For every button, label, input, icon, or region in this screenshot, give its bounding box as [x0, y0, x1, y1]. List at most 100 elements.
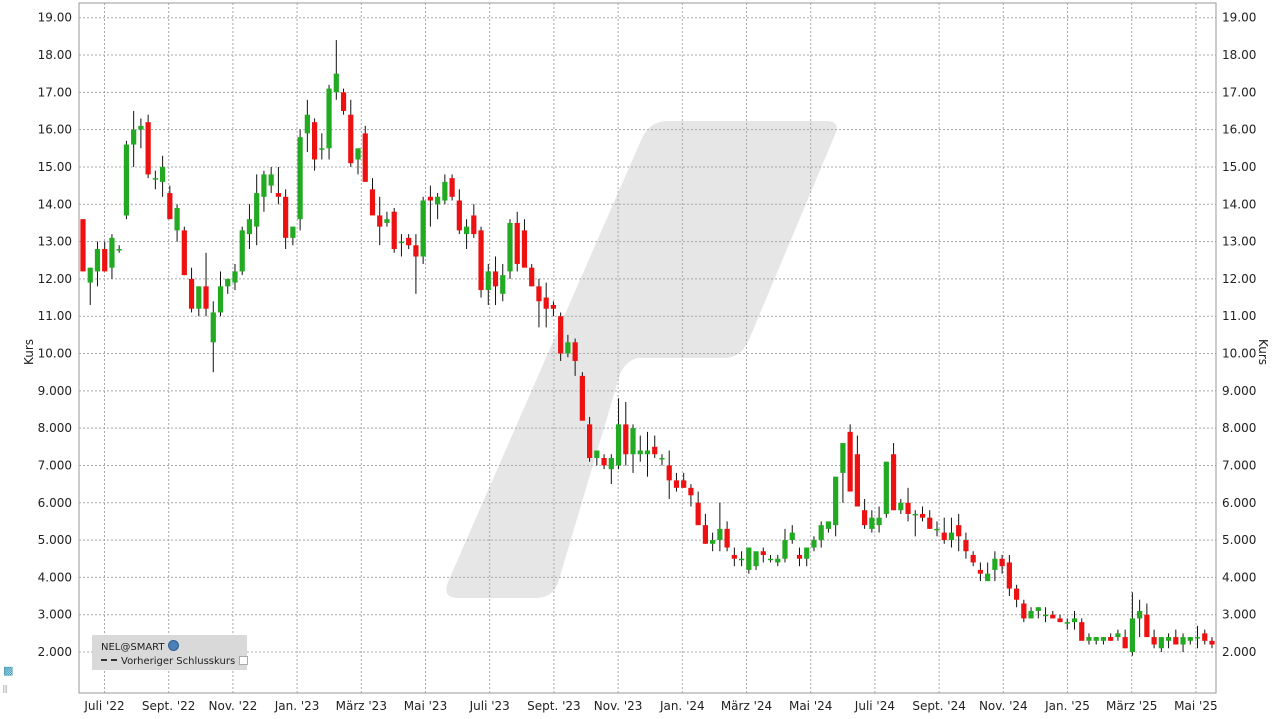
- candle-body: [1035, 607, 1041, 611]
- candle-body: [225, 278, 231, 287]
- x-tick-label: Sept. '23: [527, 699, 581, 713]
- candle-body: [1042, 614, 1049, 617]
- watermark-shape: [446, 121, 837, 598]
- x-tick-label: Nov. '22: [209, 699, 258, 713]
- candle: [1173, 629, 1179, 645]
- checkbox-icon[interactable]: [239, 656, 249, 665]
- y-tick-label-left: 14.00: [38, 197, 72, 211]
- candle-body: [478, 230, 484, 291]
- candle: [623, 402, 629, 466]
- candle: [956, 513, 962, 552]
- candle: [753, 551, 759, 570]
- candle: [311, 118, 318, 171]
- candle: [1129, 592, 1135, 656]
- candle: [435, 193, 441, 220]
- candle: [123, 140, 130, 220]
- candle-body: [789, 532, 795, 541]
- candle: [586, 416, 593, 462]
- candle: [377, 196, 383, 246]
- x-tick-label: Juli '22: [83, 699, 124, 713]
- legend-instrument-row: NEL@SMART: [101, 640, 179, 653]
- legend-prev-close-row[interactable]: Vorheriger Schlusskurs: [101, 656, 249, 667]
- chart-logo-icon[interactable]: ▩: [3, 664, 14, 677]
- candle-body: [536, 286, 542, 302]
- candle: [876, 506, 882, 533]
- candle: [145, 114, 151, 179]
- candle: [225, 278, 231, 294]
- legend-prev-close-label: Vorheriger Schlusskurs: [121, 656, 236, 667]
- candle-body: [941, 532, 947, 541]
- candle-body: [217, 286, 224, 313]
- y-tick-label-left: 15.00: [38, 160, 72, 174]
- chart-legend: NEL@SMART Vorheriger Schlusskurs: [92, 635, 249, 670]
- candle-body: [485, 271, 491, 291]
- candle: [420, 196, 426, 264]
- candle: [275, 166, 282, 205]
- candle: [717, 502, 723, 552]
- candle: [811, 536, 817, 552]
- candle: [912, 510, 918, 537]
- candle-body: [167, 193, 173, 220]
- candle: [1042, 607, 1049, 623]
- candle-body: [818, 525, 824, 541]
- candle: [1194, 625, 1201, 649]
- candle-body: [738, 558, 745, 561]
- candle-body: [1050, 614, 1056, 619]
- candle-body: [160, 166, 166, 182]
- candle-body: [688, 487, 694, 496]
- y-tick-label-left: 4.000: [38, 570, 72, 584]
- y-tick-label-left: 17.00: [38, 85, 72, 99]
- candle-body: [203, 286, 209, 309]
- globe-icon[interactable]: [167, 640, 179, 651]
- candle-body: [319, 148, 325, 150]
- candle-body: [188, 278, 195, 309]
- y-tick-label-right: 12.00: [1222, 272, 1256, 286]
- candle: [500, 263, 506, 302]
- candle-body: [463, 226, 470, 235]
- candle-body: [232, 271, 238, 283]
- legend-instrument-label: NEL@SMART: [101, 642, 165, 653]
- candle-body: [1086, 637, 1092, 641]
- candle: [268, 166, 274, 194]
- candle: [413, 234, 419, 294]
- resize-handle-icon[interactable]: |||: [2, 684, 8, 693]
- candle-body: [174, 207, 180, 231]
- candle: [203, 252, 209, 317]
- candle-body: [673, 480, 680, 488]
- candle-body: [862, 510, 868, 526]
- y-axis-left: 19.00 18.00 17.00 16.00 15.00 14.00 13.00 12.00…: [38, 11, 72, 659]
- candle: [1137, 599, 1143, 638]
- candle-body: [890, 454, 897, 511]
- candle-body: [246, 219, 253, 235]
- candle-body: [471, 215, 477, 235]
- candle-body: [1202, 633, 1208, 641]
- candle: [833, 476, 839, 537]
- candle: [174, 204, 180, 242]
- candle-body: [833, 476, 839, 526]
- candle-body: [767, 558, 774, 561]
- candle-body: [934, 528, 940, 531]
- candle: [927, 510, 933, 529]
- x-tick-label: März '24: [721, 699, 772, 713]
- candle-body: [1006, 562, 1012, 589]
- candle: [1144, 603, 1150, 638]
- candle: [1202, 629, 1208, 645]
- candle: [340, 88, 347, 115]
- candle-body: [615, 424, 622, 466]
- candle-body: [521, 230, 528, 268]
- candle: [1158, 637, 1164, 652]
- candle-body: [702, 525, 709, 544]
- chart-grid: [79, 3, 1216, 693]
- candle-body: [840, 443, 846, 473]
- candle: [449, 174, 455, 201]
- candle-body: [644, 450, 651, 455]
- x-tick-label: März '23: [336, 699, 387, 713]
- candle-body: [804, 547, 810, 559]
- candle-body: [956, 525, 962, 537]
- y-tick-label-left: 19.00: [38, 11, 72, 25]
- candle-body: [1057, 618, 1063, 623]
- candle: [985, 562, 991, 582]
- x-tick-label: Mai '24: [789, 699, 832, 713]
- y-tick-label-left: 5.000: [38, 533, 72, 547]
